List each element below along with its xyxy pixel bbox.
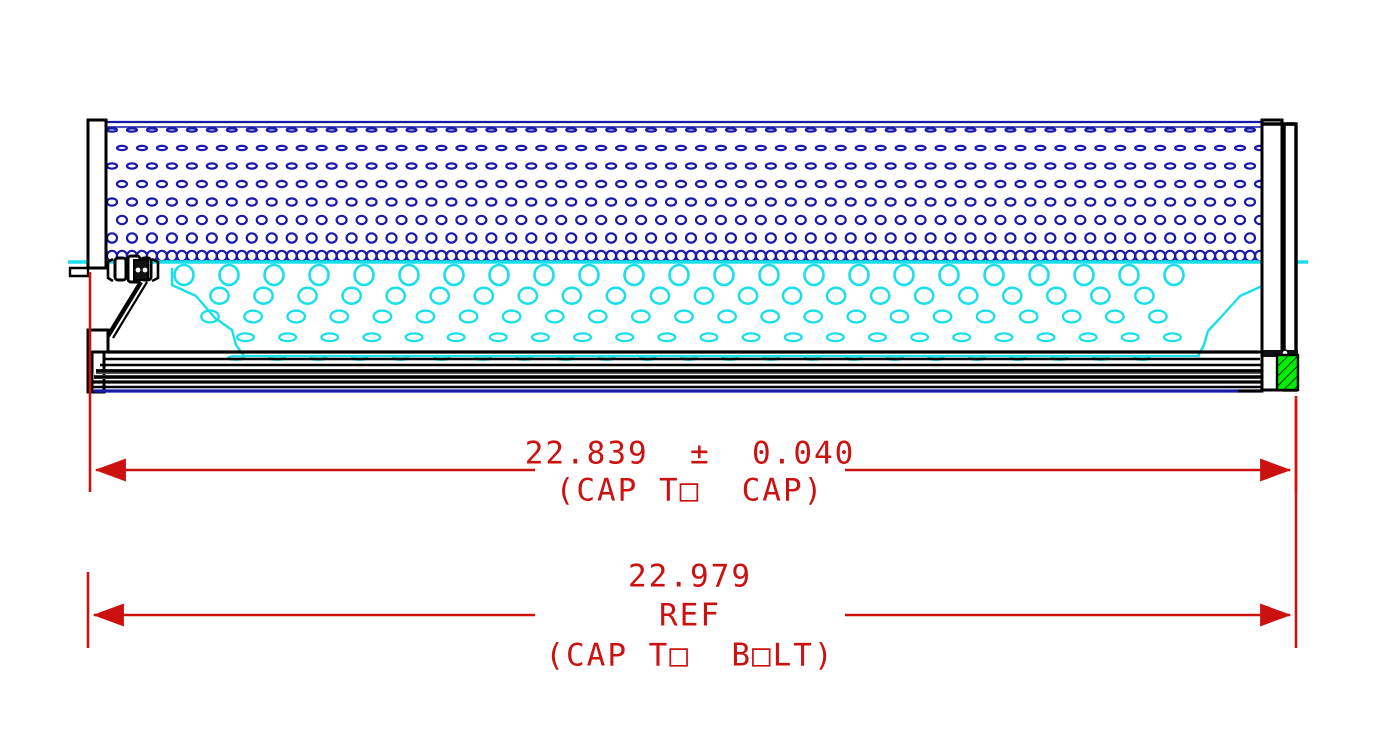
inner-mesh-screen [170,263,1264,361]
end-seal-gasket [1275,353,1300,392]
outer-mesh-screen [105,120,1267,263]
pleated-media-stack [90,350,1264,393]
inner-mesh-perforations [173,263,1185,361]
right-end-cap [1260,118,1298,392]
bolt-valve-assembly [106,254,160,339]
dimension-2-value: 22.979 [628,559,752,595]
dimension-cap-to-bolt: 22.979 REF (CAP T□ B□LT) [86,400,1298,674]
dimension-2-reference: REF [659,598,721,634]
outer-mesh-perforations [105,127,1267,263]
dimension-1-note: (CAP T□ CAP) [556,473,825,509]
dimension-cap-to-cap: 22.839 ± 0.040 (CAP T□ CAP) [88,272,1298,509]
dimension-1-value: 22.839 ± 0.040 [525,436,856,472]
dimension-2-note: (CAP T□ B□LT) [545,638,834,674]
